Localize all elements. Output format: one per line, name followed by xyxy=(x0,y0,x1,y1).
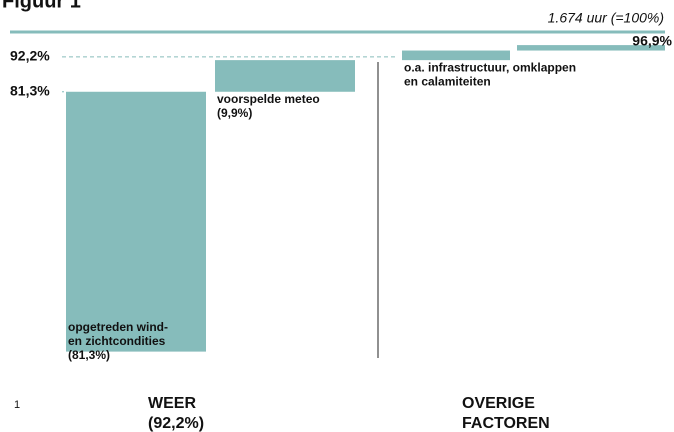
bar-label: o.a. infrastructuur, omklappen xyxy=(404,60,576,74)
bar-label: (9,9%) xyxy=(217,106,252,120)
group-label: FACTOREN xyxy=(462,415,550,432)
chart-title: Figuur 1 xyxy=(2,0,81,12)
bar xyxy=(66,91,206,352)
footnote: 1 xyxy=(14,399,20,411)
group-label: (92,2%) xyxy=(148,415,204,432)
bar-label: voorspelde meteo xyxy=(217,92,320,106)
bar xyxy=(215,60,355,92)
group-label: WEER xyxy=(148,395,196,412)
bar-label: en zichtcondities xyxy=(68,334,166,348)
bar xyxy=(517,45,665,51)
level-label: 81,3% xyxy=(10,82,50,98)
level-label: 92,2% xyxy=(10,48,50,64)
bar xyxy=(402,50,510,61)
bar-label: en calamiteiten xyxy=(404,74,491,88)
group-label: OVERIGE xyxy=(462,395,535,412)
bar-label: (81,3%) xyxy=(68,348,110,362)
bar-label: opgetreden wind- xyxy=(68,320,168,334)
total-label: 1.674 uur (=100%) xyxy=(548,10,664,26)
level-label: 96,9% xyxy=(632,33,672,49)
